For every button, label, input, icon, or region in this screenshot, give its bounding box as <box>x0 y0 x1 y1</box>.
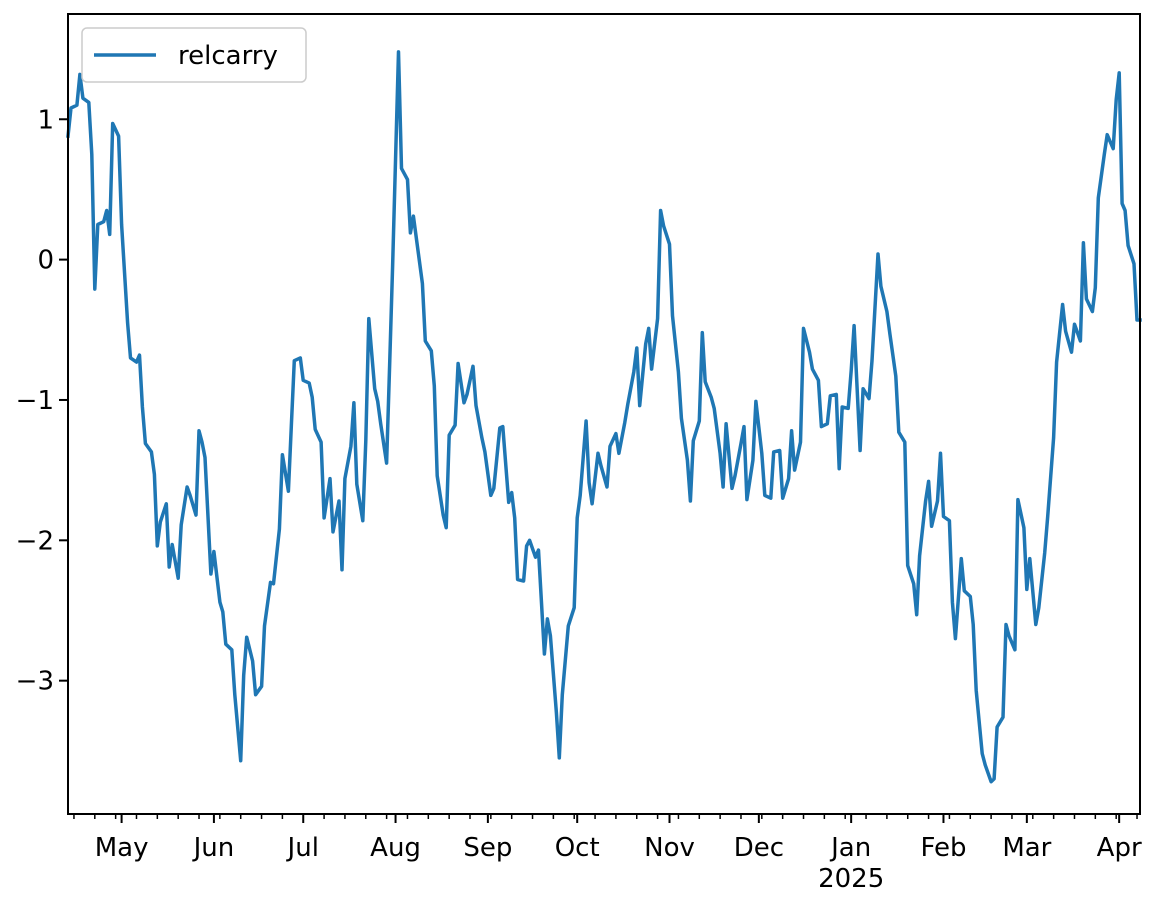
x-tick-label: Apr <box>1097 833 1142 863</box>
x-tick-label: Jun <box>192 833 235 863</box>
x-tick-label: May <box>95 833 149 863</box>
x-tick-label: Sep <box>463 833 512 863</box>
y-tick-label: −3 <box>16 667 54 697</box>
legend-label-relcarry: relcarry <box>178 41 278 71</box>
x-tick-label: Dec <box>734 833 784 863</box>
y-tick-label: −2 <box>16 526 54 556</box>
x-tick-label: Aug <box>370 833 421 863</box>
y-tick-label: −1 <box>16 386 54 416</box>
y-tick-label: 1 <box>37 105 54 135</box>
y-axis: 1 0 −1 −2 −3 <box>16 105 68 697</box>
x-tick-label: Jul <box>286 833 319 863</box>
x-tick-label: Oct <box>555 833 600 863</box>
legend-box <box>81 27 307 83</box>
series-layer <box>66 50 1142 784</box>
series-line-relcarry <box>66 50 1142 784</box>
y-tick-label: 0 <box>37 246 54 276</box>
plot-frame <box>67 13 1141 815</box>
x-tick-label: Mar <box>1002 833 1051 863</box>
x-tick-label: Jan <box>829 833 871 863</box>
legend: relcarry <box>81 27 307 83</box>
x-tick-label: Feb <box>920 833 966 863</box>
x-tick-label: Nov <box>644 833 695 863</box>
x-tick-sublabel: 2025 <box>818 864 884 894</box>
